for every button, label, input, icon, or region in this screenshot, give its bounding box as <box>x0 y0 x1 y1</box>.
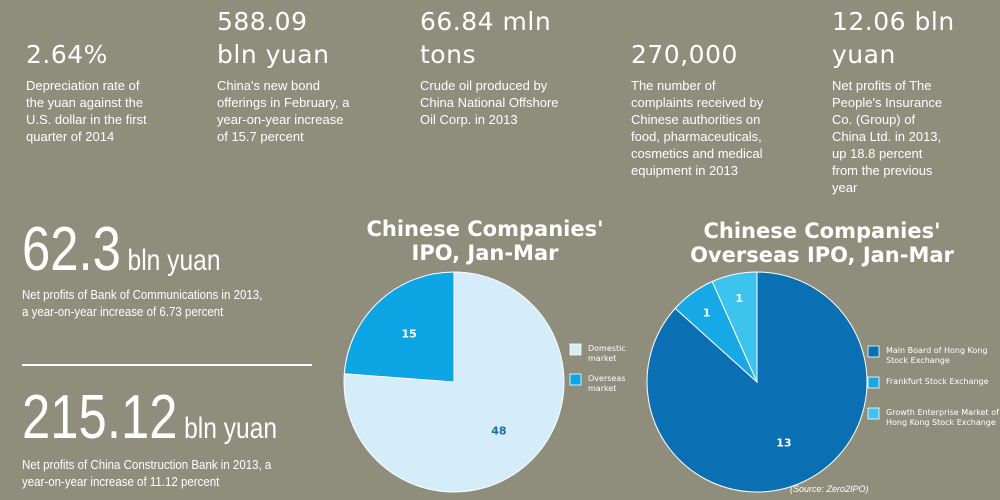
stat-yuan-depreciation: 2.64% Depreciation rate of the yuan agai… <box>26 38 206 145</box>
hero-unit: bln yuan <box>184 412 278 445</box>
stat-value: 66.84 mln tons <box>420 7 552 69</box>
legend-swatch-0-0 <box>569 343 582 356</box>
pie-label-1-2: 1 <box>735 292 743 305</box>
source-note: (Source: Zero2IPO) <box>790 484 869 494</box>
stat-value: 270,000 <box>631 40 738 69</box>
stat-description: The number of complaints received by Chi… <box>631 78 764 178</box>
legend-swatch-0-1 <box>569 373 582 386</box>
pie-label-1-1: 1 <box>703 307 711 320</box>
stat-description: Crude oil produced by China National Off… <box>420 78 559 127</box>
legend-label-0-1: Overseas market <box>588 374 625 393</box>
legend-label-0-0: Domestic market <box>588 344 626 363</box>
hero-bank-of-communications: 62.3 bln yuan Net profits of Bank of Comm… <box>22 214 322 321</box>
hero-china-construction-bank: 215.12 bln yuan Net profits of China Cons… <box>22 382 333 491</box>
hero-description: Net profits of China Construction Bank i… <box>22 458 272 489</box>
pie-label-0-0: 48 <box>491 424 506 437</box>
hero-unit: bln yuan <box>127 244 221 277</box>
stat-description: Net profits of The People's Insurance Co… <box>832 78 943 195</box>
hero-figure: 62.3 bln yuan <box>22 214 221 285</box>
chart-title-overseas-ipo: Chinese Companies' Overseas IPO, Jan-Mar <box>690 219 954 267</box>
legend-label-1-0: Main Board of Hong Kong Stock Exchange <box>886 346 987 365</box>
legend-swatch-1-1 <box>867 376 880 389</box>
legend-swatch-1-2 <box>867 407 880 420</box>
stat-description: China's new bond offerings in February, … <box>217 78 350 144</box>
stat-description: Depreciation rate of the yuan against th… <box>26 78 147 144</box>
stat-bond-offerings: 588.09 bln yuan China's new bond offerin… <box>217 5 407 145</box>
stat-value: 588.09 bln yuan <box>217 7 330 69</box>
legend-swatch-1-0 <box>867 345 880 358</box>
stat-crude-oil: 66.84 mln tons Crude oil produced by Chi… <box>420 5 610 128</box>
stat-picc-profits: 12.06 bln yuan Net profits of The People… <box>832 5 992 196</box>
hero-description: Net profits of Bank of Communications in… <box>22 288 263 319</box>
pie-label-1-0: 13 <box>776 436 791 449</box>
stat-complaints: 270,000 The number of complaints receive… <box>631 38 811 179</box>
legend-label-1-2: Growth Enterprise Market of Hong Kong Sto… <box>886 408 999 427</box>
chart-title-ipo: Chinese Companies' IPO, Jan-Mar <box>366 217 604 265</box>
pie-label-0-1: 15 <box>401 328 416 341</box>
pie-slice-0-1 <box>343 271 455 383</box>
hero-value: 62.3 <box>22 215 121 284</box>
hero-figure: 215.12 bln yuan <box>22 382 277 453</box>
hero-value: 215.12 <box>22 383 178 452</box>
stat-value: 12.06 bln yuan <box>832 7 955 69</box>
legend-label-1-1: Frankfurt Stock Exchange <box>886 377 989 386</box>
divider <box>22 364 312 366</box>
pie-slice-1-2 <box>711 271 758 383</box>
stat-value: 2.64% <box>26 40 108 69</box>
